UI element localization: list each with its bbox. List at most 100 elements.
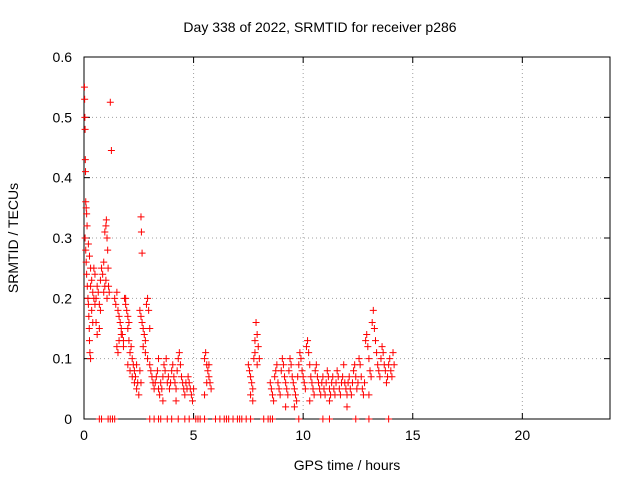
data-point [301, 385, 309, 393]
data-point [137, 213, 145, 221]
data-point [184, 373, 192, 381]
data-point [81, 113, 89, 121]
data-point [290, 403, 298, 411]
data-point [309, 385, 317, 393]
data-point [137, 379, 145, 387]
data-point [99, 270, 107, 278]
y-tick-label: 0.2 [53, 290, 73, 306]
data-point [339, 373, 347, 381]
data-point [138, 249, 146, 257]
data-point [282, 379, 290, 387]
data-point [140, 331, 148, 339]
data-point [128, 373, 136, 381]
data-point [95, 325, 103, 332]
data-point [362, 337, 370, 345]
data-point [102, 222, 110, 230]
data-point [96, 306, 104, 314]
data-point [268, 391, 276, 399]
data-point [116, 318, 124, 326]
x-axis-label: GPS time / hours [293, 457, 401, 473]
data-point [236, 415, 244, 423]
data-point [248, 379, 256, 387]
data-point [113, 288, 121, 296]
data-point [111, 294, 119, 302]
data-point [147, 367, 155, 375]
data-point [375, 367, 383, 375]
data-point [146, 325, 154, 332]
data-point [87, 355, 95, 363]
y-tick-label: 0.5 [53, 109, 73, 125]
data-point [367, 373, 375, 381]
data-point [204, 367, 212, 375]
data-point [271, 373, 279, 381]
data-point [172, 385, 180, 393]
data-point [84, 294, 92, 302]
data-point [92, 294, 100, 302]
data-points [80, 83, 398, 423]
data-point [144, 294, 152, 302]
data-point [172, 397, 180, 405]
data-point [319, 415, 327, 423]
data-point [249, 397, 257, 405]
data-point [373, 349, 381, 357]
data-point [136, 367, 144, 375]
data-point [106, 98, 114, 106]
data-point [205, 373, 213, 381]
data-point [253, 361, 261, 369]
data-point [92, 318, 100, 326]
data-point [158, 385, 166, 393]
data-point [356, 361, 364, 369]
grid-lines [84, 57, 610, 419]
data-point [379, 349, 387, 357]
data-point [128, 355, 136, 363]
data-point [252, 318, 260, 326]
data-point [125, 318, 133, 326]
data-point [207, 385, 215, 393]
data-point [270, 397, 278, 405]
data-point [255, 355, 263, 363]
data-point [145, 306, 153, 314]
data-point [290, 385, 298, 393]
data-point [137, 228, 145, 236]
data-point [152, 373, 160, 381]
data-point [86, 349, 94, 357]
data-point [355, 355, 363, 363]
data-point [82, 198, 90, 206]
data-point [247, 415, 255, 423]
data-point [168, 415, 176, 423]
data-point [104, 264, 112, 272]
data-point [155, 355, 163, 363]
data-point [124, 312, 132, 320]
data-point [157, 379, 165, 387]
data-point [139, 325, 147, 332]
data-point [156, 391, 164, 399]
data-point [350, 367, 358, 375]
data-point [343, 403, 351, 411]
data-point [95, 300, 103, 308]
data-point [91, 270, 99, 278]
data-point [388, 373, 396, 381]
data-point [138, 318, 146, 326]
data-point [115, 312, 123, 320]
data-point [85, 252, 93, 260]
data-point [103, 294, 111, 302]
data-point [139, 343, 147, 351]
data-point [289, 379, 297, 387]
x-tick-label: 5 [190, 427, 198, 443]
data-point [112, 300, 120, 308]
data-point [386, 355, 394, 363]
data-point [307, 373, 315, 381]
data-point [82, 246, 90, 254]
data-point [277, 367, 285, 375]
data-point [323, 367, 331, 375]
y-tick-label: 0 [64, 411, 72, 427]
data-point [141, 337, 149, 345]
data-point [389, 349, 397, 357]
data-point [249, 385, 257, 393]
data-point [368, 318, 376, 326]
data-point [205, 361, 213, 369]
data-point [124, 325, 132, 332]
data-point [130, 379, 138, 387]
data-point [305, 349, 313, 357]
